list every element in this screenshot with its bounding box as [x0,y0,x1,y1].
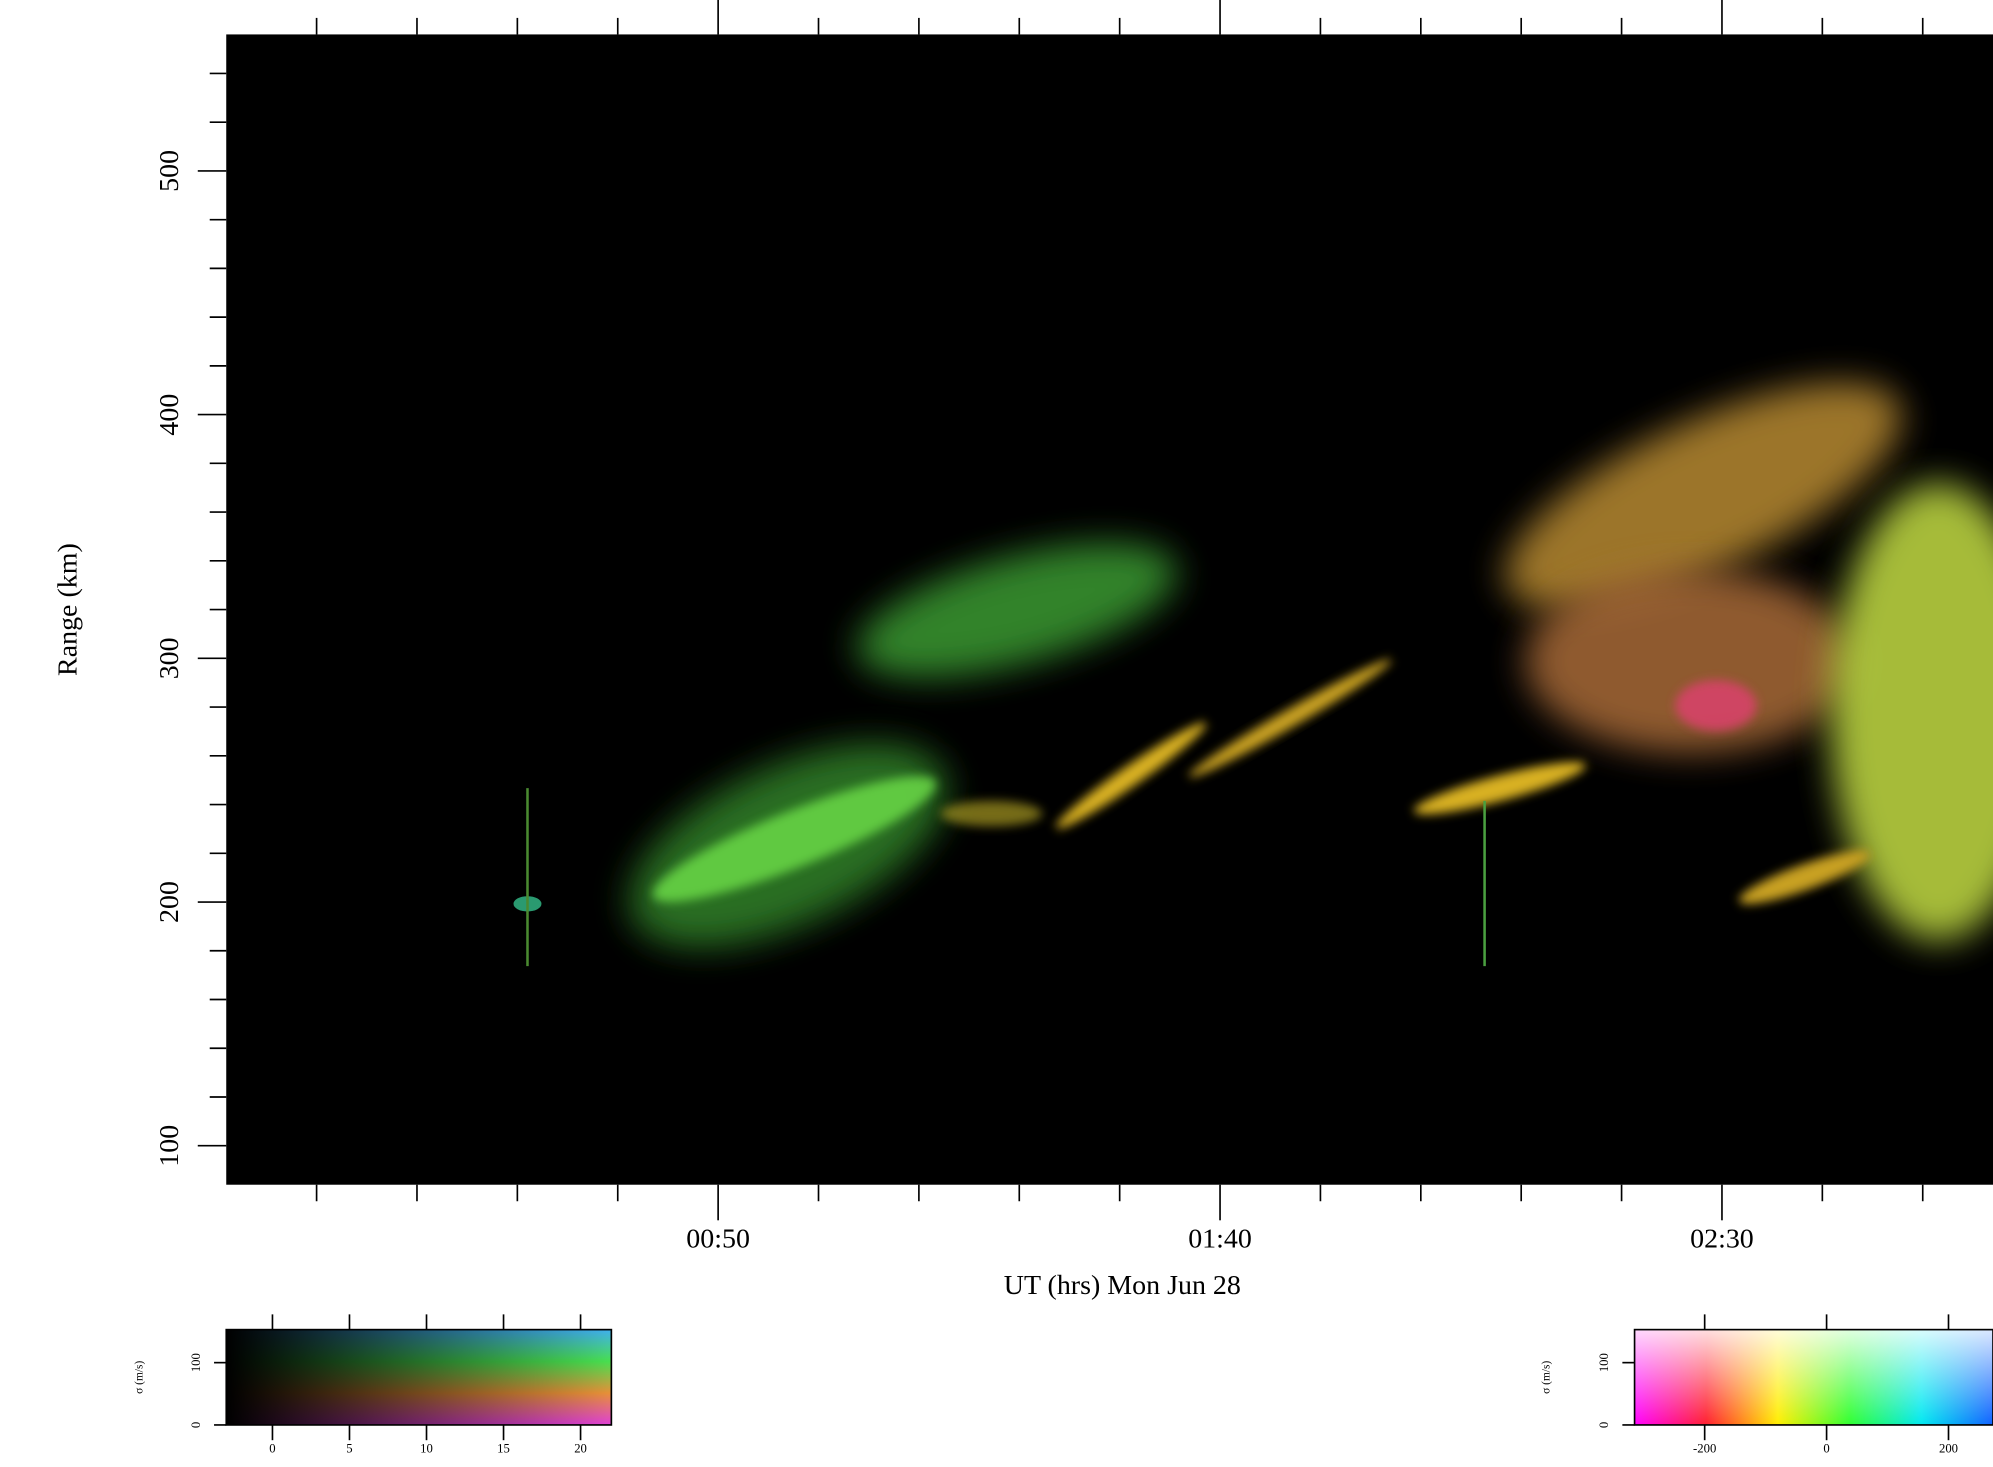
y-tick-label: 500 [154,150,185,192]
y-tick-label: 100 [189,1353,203,1372]
x-tick-label: 0 [269,1442,275,1456]
colorbar-shade [226,1330,611,1425]
x-tick-label: 00:50 [686,1224,750,1255]
x-tick-label: -200 [1693,1442,1716,1456]
x-tick-label: 5 [346,1442,352,1456]
y-tick-label: 400 [154,394,185,436]
x-tick-label: 01:40 [1188,1224,1252,1255]
y-tick-label: 0 [189,1422,203,1428]
y-axis-label: σ (m/s) [133,1361,145,1394]
chart: 00:5001:4002:30100200300400500UT (hrs) M… [0,0,1993,1467]
y-tick-label: 200 [154,881,185,923]
x-tick-label: 200 [1939,1442,1958,1456]
x-axis-label: UT (hrs) Mon Jun 28 [1004,1270,1241,1301]
y-tick-label: 100 [1597,1353,1611,1372]
page: {"chart_data": [ {"type": "range-time", … [0,0,1993,1467]
y-axis-label: σ (m/s) [1540,1361,1552,1394]
echo [1675,680,1756,731]
colorbar-shade [1635,1330,1993,1425]
echo [941,801,1043,826]
y-tick-label: 100 [154,1125,185,1167]
x-tick-label: 0 [1823,1442,1829,1456]
x-tick-label: 20 [574,1442,587,1456]
y-tick-label: 0 [1597,1422,1611,1428]
x-tick-label: 02:30 [1690,1224,1754,1255]
x-tick-label: 10 [420,1442,433,1456]
y-axis-label: Range (km) [52,543,83,676]
x-tick-label: 15 [497,1442,510,1456]
y-tick-label: 300 [154,637,185,679]
